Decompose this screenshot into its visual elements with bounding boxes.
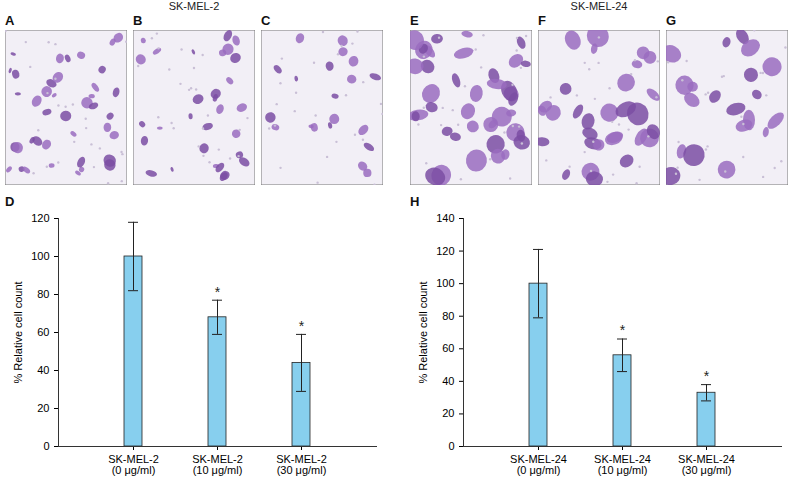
html-text:E: E <box>410 13 419 28</box>
svg-text:SK-MEL-24(30 μg/ml): SK-MEL-24(30 μg/ml) <box>678 453 735 476</box>
svg-text:0: 0 <box>448 440 454 452</box>
svg-text:% Relative cell count: % Relative cell count <box>417 281 429 383</box>
svg-text:60: 60 <box>37 326 49 338</box>
svg-text:*: * <box>299 318 305 334</box>
html-text:SK-MEL-2: SK-MEL-2 <box>168 0 220 12</box>
svg-text:0: 0 <box>43 440 49 452</box>
svg-text:*: * <box>704 368 710 384</box>
svg-text:SK-MEL-2(30 μg/ml): SK-MEL-2(30 μg/ml) <box>276 453 327 476</box>
html-text:A: A <box>5 13 15 28</box>
svg-text:SK-MEL-24(10 μg/ml): SK-MEL-24(10 μg/ml) <box>594 453 651 476</box>
svg-text:40: 40 <box>442 375 454 387</box>
svg-text:100: 100 <box>436 277 454 289</box>
html-text:SK-MEL-24: SK-MEL-24 <box>570 0 628 12</box>
svg-text:20: 20 <box>442 407 454 419</box>
html-text:C: C <box>261 13 271 28</box>
svg-text:*: * <box>215 284 221 300</box>
html-text:G: G <box>666 13 677 28</box>
svg-text:100: 100 <box>31 250 49 262</box>
html-text:H: H <box>410 194 420 209</box>
svg-text:80: 80 <box>442 310 454 322</box>
html-text:F: F <box>538 13 546 28</box>
svg-text:SK-MEL-2(10 μg/ml): SK-MEL-2(10 μg/ml) <box>192 453 243 476</box>
svg-text:40: 40 <box>37 364 49 376</box>
svg-text:140: 140 <box>436 212 454 224</box>
html-text:B: B <box>133 13 143 28</box>
svg-text:80: 80 <box>37 288 49 300</box>
svg-text:SK-MEL-24(0 μg/ml): SK-MEL-24(0 μg/ml) <box>510 453 567 476</box>
svg-text:120: 120 <box>31 212 49 224</box>
svg-text:% Relative cell count: % Relative cell count <box>12 281 24 383</box>
html-text:D: D <box>5 194 15 209</box>
svg-text:20: 20 <box>37 402 49 414</box>
svg-text:*: * <box>620 322 626 338</box>
svg-text:SK-MEL-2(0 μg/ml): SK-MEL-2(0 μg/ml) <box>108 453 159 476</box>
svg-text:120: 120 <box>436 245 454 257</box>
svg-text:60: 60 <box>442 342 454 354</box>
